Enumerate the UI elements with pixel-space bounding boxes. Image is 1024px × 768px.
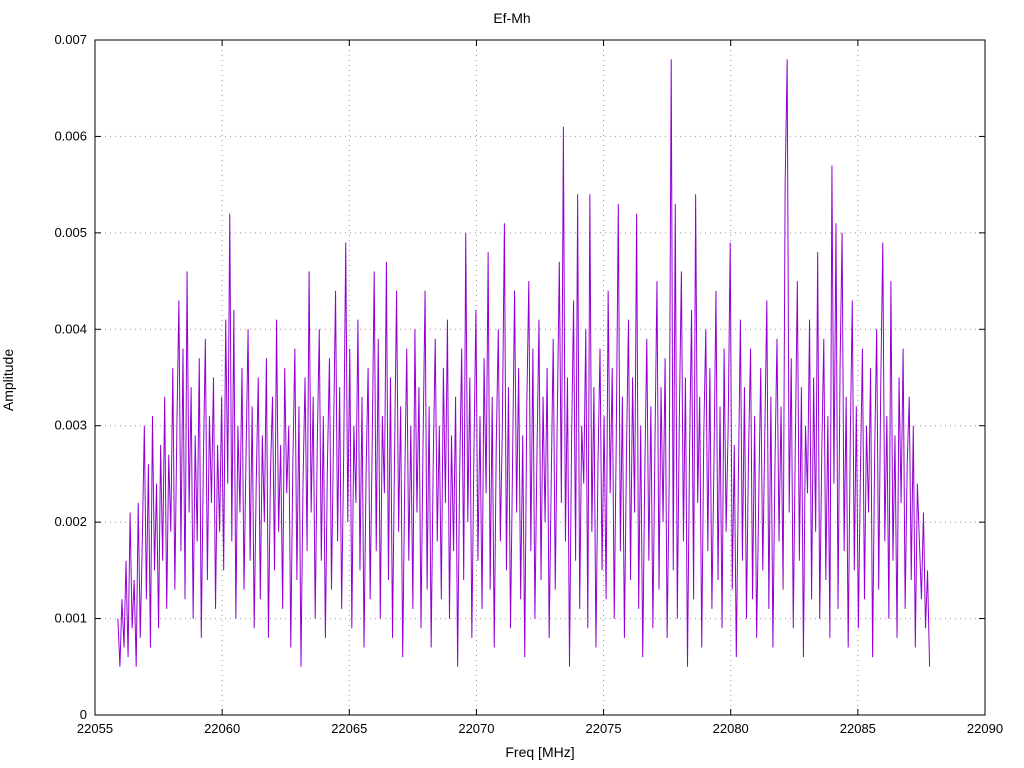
y-tick-label: 0.001 (54, 611, 87, 626)
x-axis-label: Freq [MHz] (505, 744, 575, 760)
y-tick-label: 0.003 (54, 418, 87, 433)
y-tick-label: 0.002 (54, 514, 87, 529)
x-tick-label: 22060 (204, 721, 240, 736)
chart-title: Ef-Mh (493, 10, 531, 26)
y-tick-label: 0.005 (54, 225, 87, 240)
y-tick-label: 0 (80, 707, 87, 722)
x-tick-label: 22065 (331, 721, 367, 736)
x-tick-label: 22085 (840, 721, 876, 736)
plot-border (94, 39, 986, 716)
x-tick-label: 22080 (713, 721, 749, 736)
y-tick-label: 0.006 (54, 128, 87, 143)
y-tick-label: 0.007 (54, 32, 87, 47)
y-tick-label: 0.004 (54, 321, 87, 336)
x-tick-label: 22075 (585, 721, 621, 736)
series-line (117, 59, 931, 667)
x-tick-label: 22070 (458, 721, 494, 736)
x-tick-label: 22090 (967, 721, 1003, 736)
x-tick-label: 22055 (77, 721, 113, 736)
